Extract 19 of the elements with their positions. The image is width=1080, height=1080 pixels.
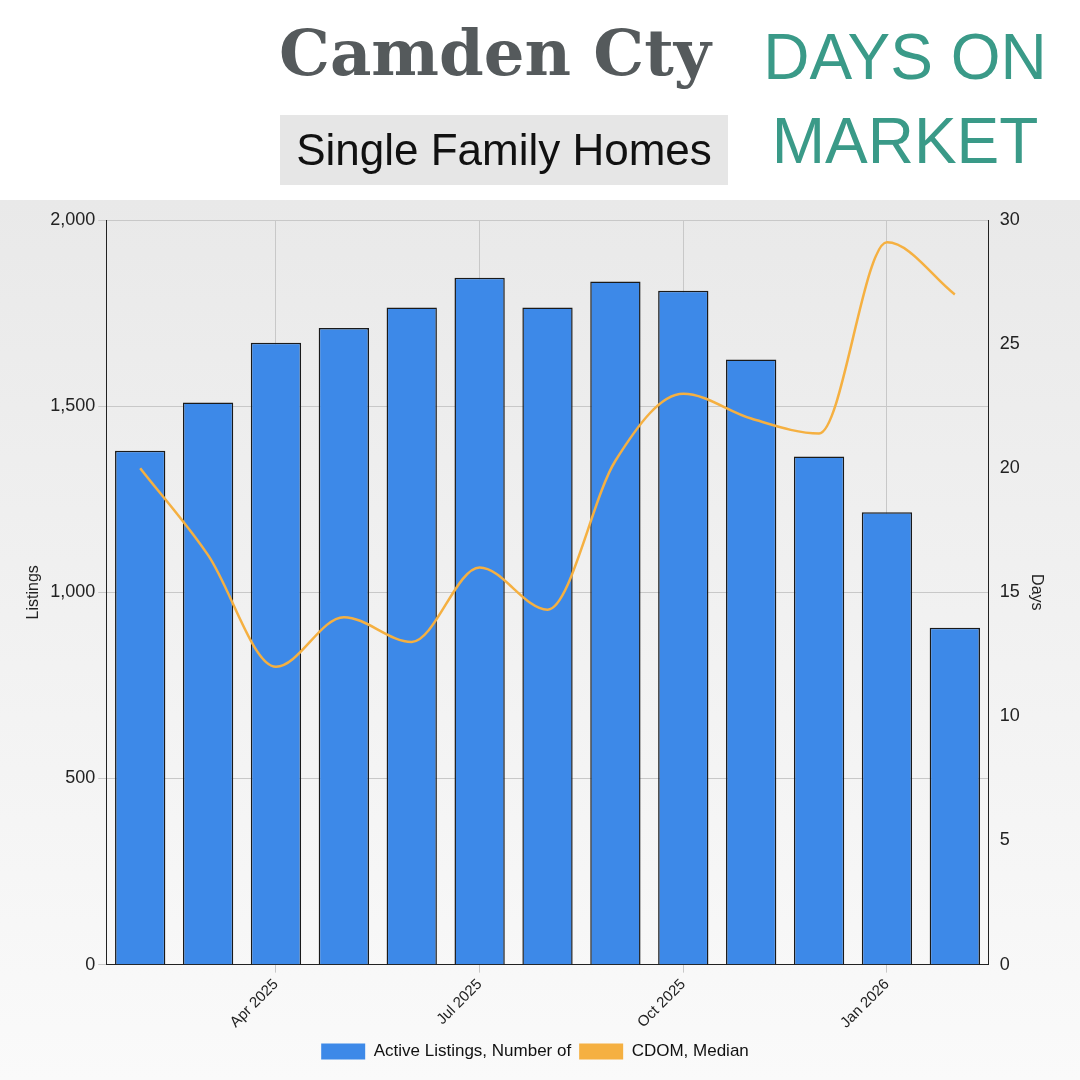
legend-label: CDOM, Median [631, 1041, 749, 1061]
y2-tick-label: 10 [999, 705, 1020, 726]
y2-tick-label: 0 [999, 953, 1010, 974]
y-tick-label: 1,000 [50, 581, 96, 602]
y-tick-label: 0 [85, 953, 96, 974]
legend-label: Active Listings, Number of [373, 1041, 572, 1061]
chart-title: Camden Cty [277, 15, 714, 90]
y2-tick-label: 20 [999, 457, 1020, 478]
y-axis-title: Listings [24, 565, 42, 620]
y2-tick-label: 25 [999, 333, 1020, 354]
chart-subtitle: Single Family Homes [280, 115, 728, 185]
y2-tick-label: 30 [999, 208, 1020, 229]
y2-axis-title: Days [1028, 574, 1046, 611]
y-tick-label: 500 [65, 767, 96, 788]
y-tick-label: 2,000 [50, 208, 96, 229]
text: DAYS ON MARKET [762, 20, 1048, 179]
y2-tick-label: 5 [999, 829, 1010, 850]
y-tick-label: 1,500 [50, 395, 96, 416]
y2-tick-label: 15 [999, 581, 1020, 602]
